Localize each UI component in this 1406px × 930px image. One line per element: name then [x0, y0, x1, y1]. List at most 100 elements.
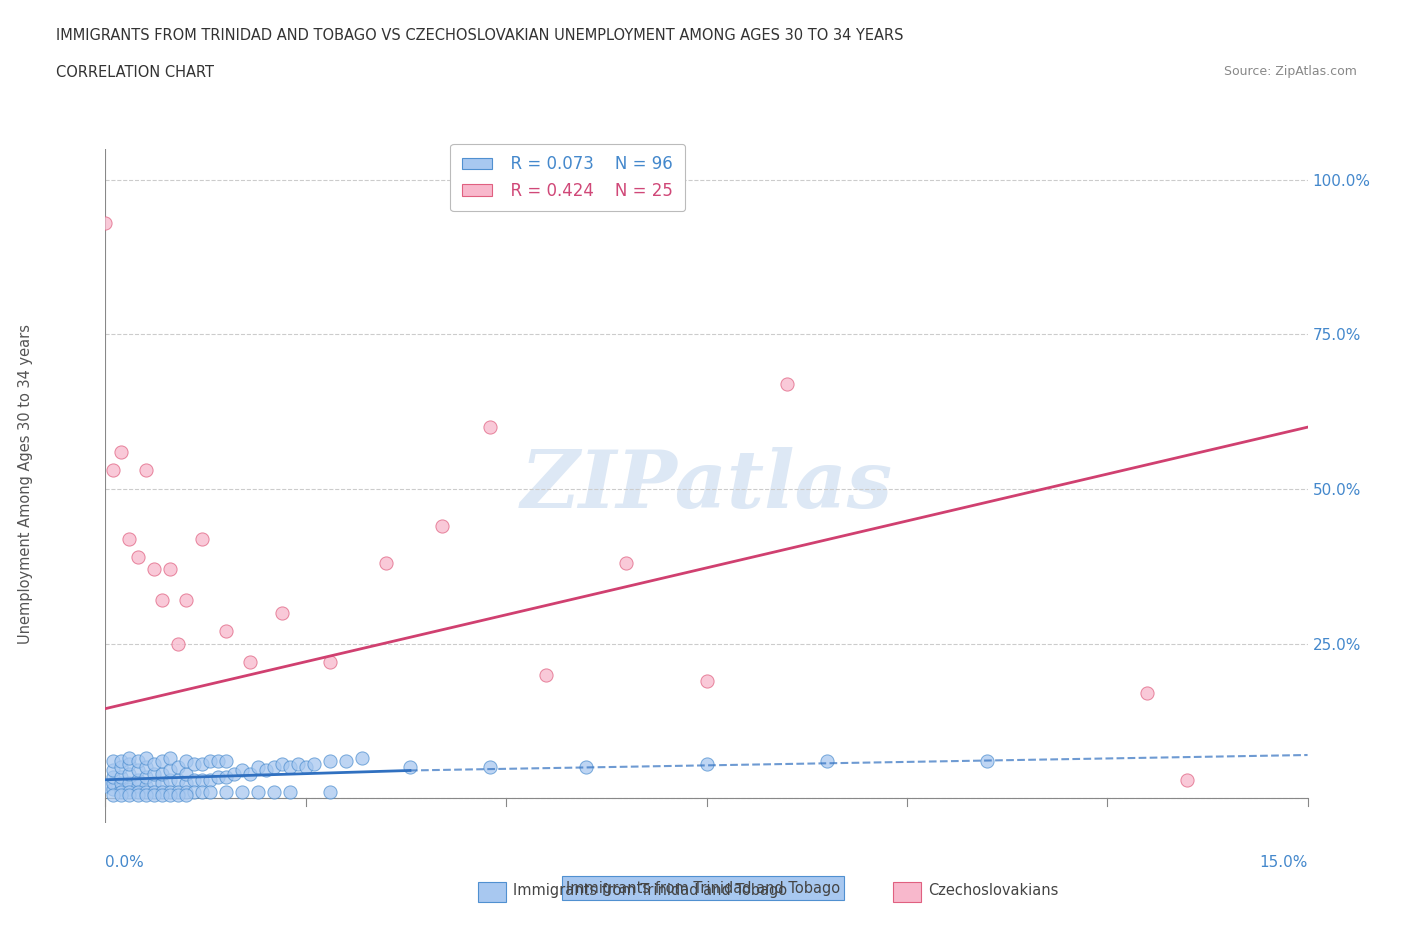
Point: [127, 788, 149, 803]
Point: [127, 772, 149, 787]
Point: [174, 785, 197, 800]
Point: [135, 769, 157, 784]
Point: [174, 776, 197, 790]
Point: [94, 216, 117, 231]
Point: [374, 556, 398, 571]
Point: [1177, 772, 1199, 787]
Point: [239, 655, 262, 670]
Point: [207, 753, 229, 768]
Point: [776, 377, 799, 392]
Point: [166, 788, 188, 803]
Point: [815, 753, 838, 768]
Point: [110, 753, 132, 768]
Point: [270, 757, 292, 772]
Point: [118, 751, 141, 765]
Point: [159, 788, 181, 803]
Point: [103, 753, 125, 768]
Point: [696, 673, 718, 688]
Point: [190, 757, 212, 772]
Point: [150, 788, 173, 803]
Point: [207, 769, 229, 784]
Point: [174, 788, 197, 803]
Point: [142, 785, 165, 800]
Point: [246, 785, 269, 800]
Point: [118, 788, 141, 803]
Point: [278, 785, 301, 800]
Point: [190, 531, 212, 546]
Point: [118, 531, 141, 546]
Point: [159, 763, 181, 777]
Point: [159, 562, 181, 577]
Point: [159, 772, 181, 787]
Point: [103, 463, 125, 478]
Text: Immigrants from Trinidad and Tobago: Immigrants from Trinidad and Tobago: [567, 881, 839, 896]
Point: [190, 785, 212, 800]
Point: [142, 766, 165, 781]
Point: [103, 769, 125, 784]
Point: [110, 785, 132, 800]
Point: [118, 785, 141, 800]
Text: 0.0%: 0.0%: [105, 855, 145, 870]
Point: [183, 785, 205, 800]
Point: [350, 751, 373, 765]
Point: [319, 785, 342, 800]
Point: [118, 757, 141, 772]
Point: [231, 763, 253, 777]
Point: [174, 593, 197, 608]
Point: [142, 757, 165, 772]
Text: ZIPatlas: ZIPatlas: [520, 447, 893, 525]
Point: [287, 757, 309, 772]
Point: [142, 788, 165, 803]
Point: [214, 769, 236, 784]
Point: [222, 766, 245, 781]
Text: CORRELATION CHART: CORRELATION CHART: [56, 65, 214, 80]
Point: [1136, 685, 1159, 700]
Point: [239, 766, 262, 781]
Point: [254, 763, 277, 777]
Point: [270, 605, 292, 620]
Point: [118, 781, 141, 796]
Point: [263, 760, 285, 775]
Point: [479, 760, 502, 775]
Point: [150, 753, 173, 768]
Point: [118, 776, 141, 790]
Point: [174, 753, 197, 768]
Point: [166, 785, 188, 800]
Point: [430, 519, 453, 534]
Point: [319, 753, 342, 768]
Point: [110, 769, 132, 784]
Point: [534, 667, 557, 682]
Point: [103, 776, 125, 790]
Point: [135, 751, 157, 765]
Point: [231, 785, 253, 800]
Point: [127, 763, 149, 777]
Point: [183, 757, 205, 772]
Point: [198, 772, 221, 787]
Point: [166, 760, 188, 775]
Text: Czechoslovakians: Czechoslovakians: [928, 883, 1059, 897]
Point: [575, 760, 598, 775]
Point: [135, 788, 157, 803]
Point: [166, 772, 188, 787]
Point: [198, 753, 221, 768]
Point: [335, 753, 357, 768]
Point: [399, 760, 422, 775]
Point: [94, 778, 117, 793]
Point: [159, 751, 181, 765]
Point: [295, 760, 318, 775]
Point: [127, 778, 149, 793]
Point: [103, 763, 125, 777]
Point: [127, 550, 149, 565]
Point: [103, 781, 125, 796]
Point: [135, 760, 157, 775]
Text: IMMIGRANTS FROM TRINIDAD AND TOBAGO VS CZECHOSLOVAKIAN UNEMPLOYMENT AMONG AGES 3: IMMIGRANTS FROM TRINIDAD AND TOBAGO VS C…: [56, 28, 904, 43]
Point: [103, 788, 125, 803]
Point: [214, 753, 236, 768]
Point: [159, 785, 181, 800]
Point: [263, 785, 285, 800]
Point: [110, 781, 132, 796]
Point: [135, 463, 157, 478]
Text: Source: ZipAtlas.com: Source: ZipAtlas.com: [1223, 65, 1357, 78]
Point: [142, 562, 165, 577]
Point: [150, 785, 173, 800]
